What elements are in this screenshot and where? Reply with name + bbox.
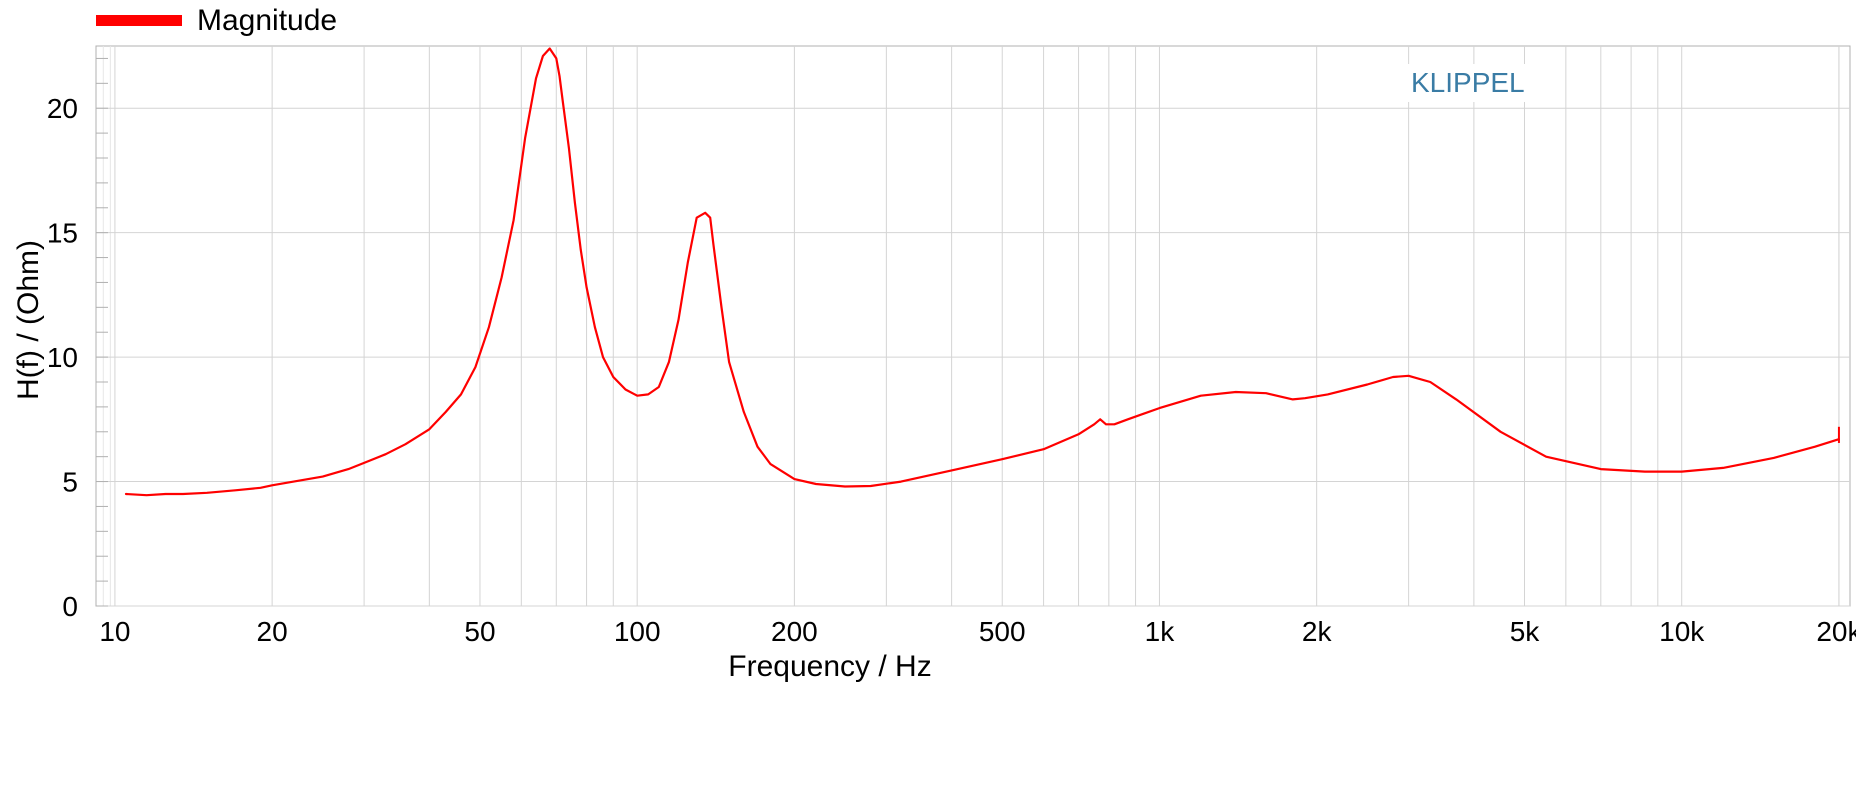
legend: Magnitude <box>96 4 337 37</box>
x-tick-label: 20k <box>1816 616 1856 647</box>
x-tick-label: 100 <box>614 616 661 647</box>
x-tick-label: 500 <box>979 616 1026 647</box>
y-axis-title: H(f) / (Ohm) <box>12 240 45 400</box>
watermark-box: KLIPPEL <box>1398 64 1534 102</box>
major-grid <box>96 107 1850 607</box>
y-tick-label: 0 <box>62 591 78 622</box>
y-tick-labels: 0 5 10 15 20 <box>47 93 78 622</box>
x-tick-label: 10 <box>99 616 130 647</box>
y-tick-label: 5 <box>62 467 78 498</box>
x-tick-label: 20 <box>257 616 288 647</box>
legend-label: Magnitude <box>197 4 337 37</box>
x-tick-label: 10k <box>1659 616 1705 647</box>
x-tick-labels: 10 20 50 100 200 500 1k 2k 5k 10k 20k <box>99 616 1856 647</box>
y-minor-ticks <box>96 57 108 607</box>
legend-swatch <box>96 15 182 26</box>
x-tick-label: 5k <box>1510 616 1541 647</box>
x-tick-label: 50 <box>464 616 495 647</box>
x-tick-label: 1k <box>1145 616 1176 647</box>
x-axis-title: Frequency / Hz <box>728 650 931 683</box>
y-tick-label: 10 <box>47 342 78 373</box>
y-tick-label: 20 <box>47 93 78 124</box>
plot-area <box>95 45 1851 607</box>
x-tick-label: 200 <box>771 616 818 647</box>
x-tick-label: 2k <box>1302 616 1333 647</box>
minor-grid <box>102 46 1840 606</box>
y-tick-label: 15 <box>47 218 78 249</box>
klippel-watermark: KLIPPEL <box>1411 67 1525 98</box>
watermark-background <box>1398 64 1534 102</box>
series-line-magnitude <box>124 47 1841 497</box>
series-layer <box>124 47 1841 497</box>
